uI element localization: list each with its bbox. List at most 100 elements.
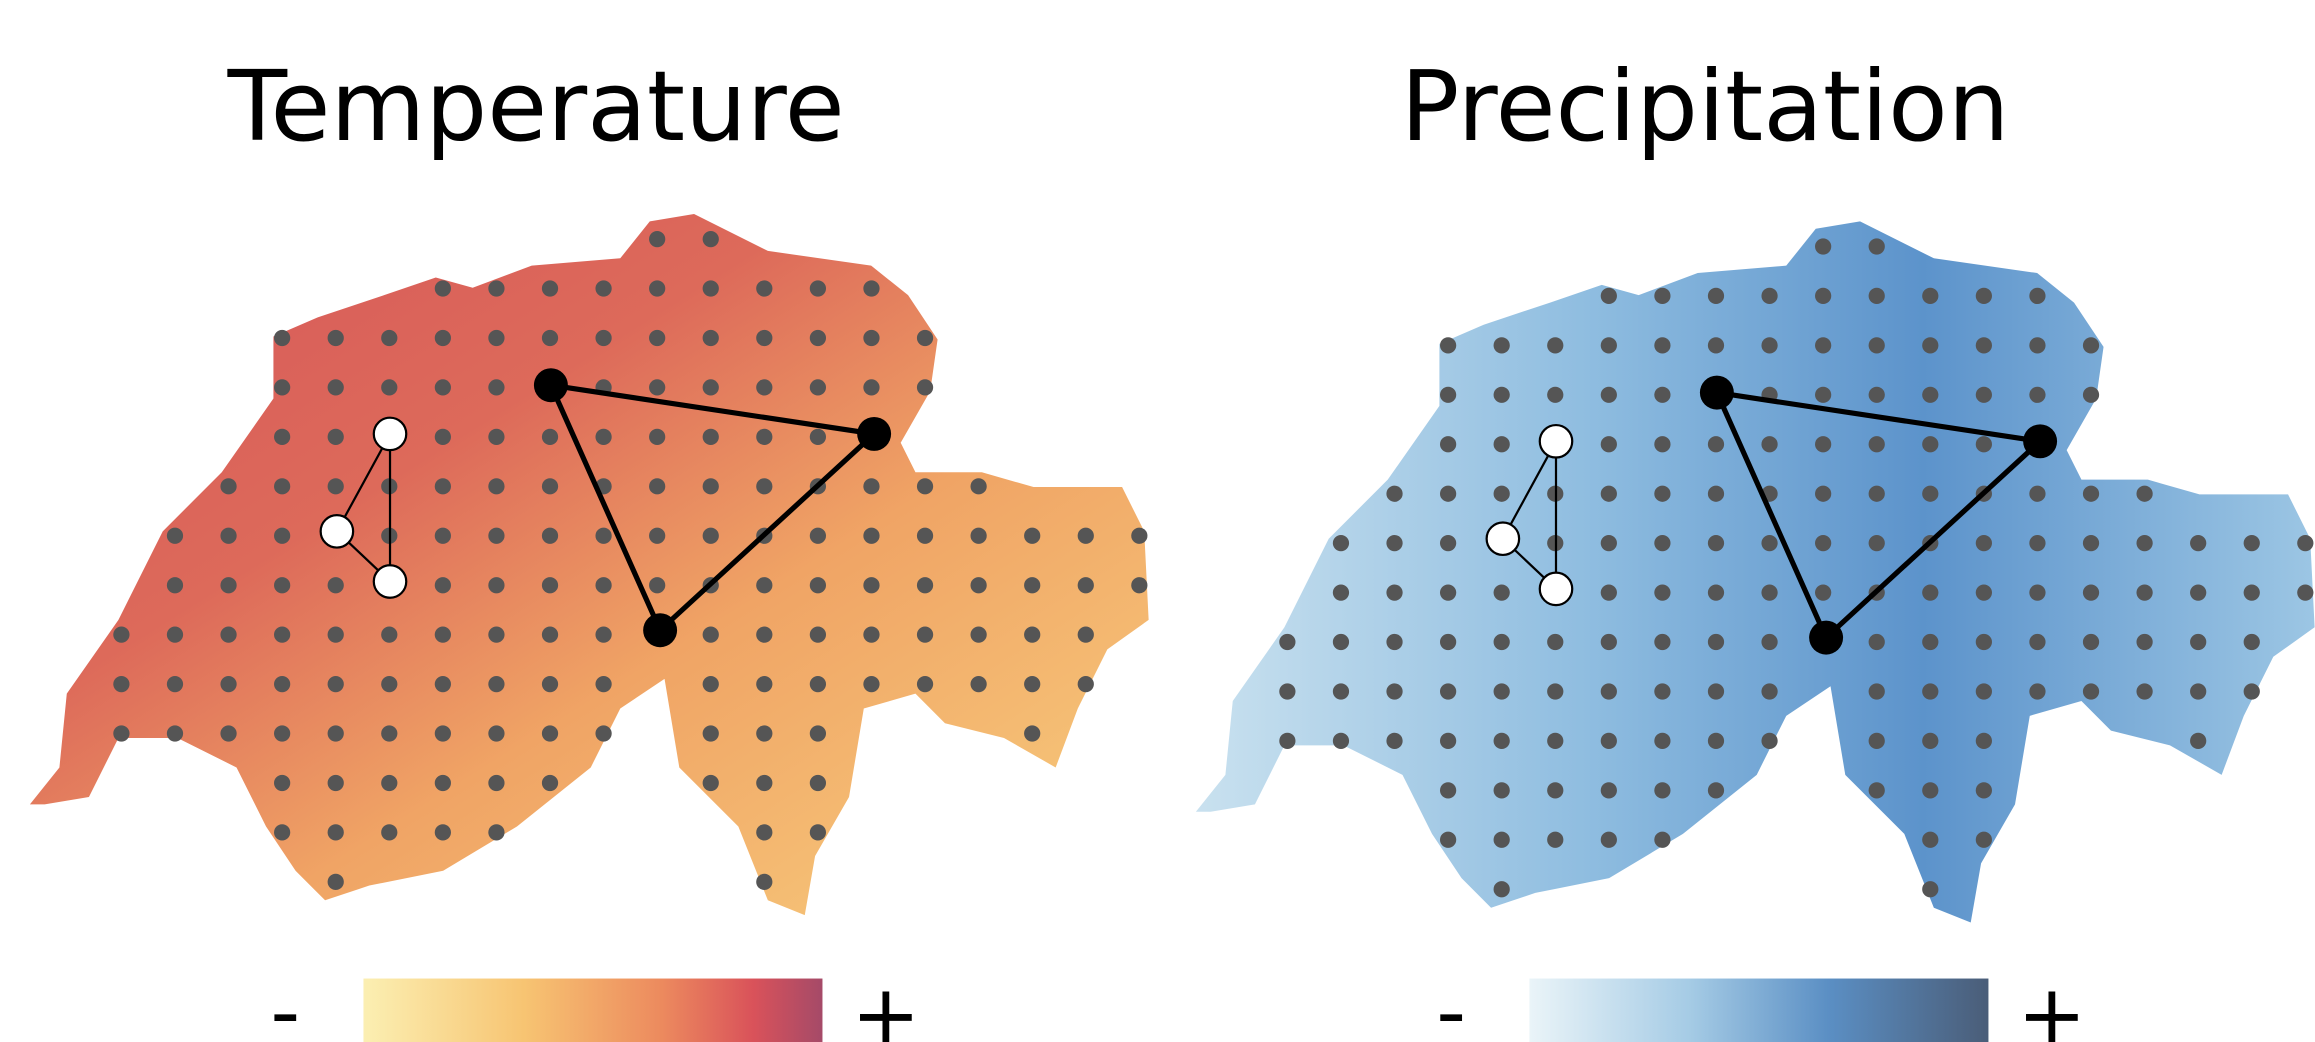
- grid-point: [435, 627, 451, 643]
- grid-point: [1815, 238, 1831, 254]
- grid-point: [863, 528, 879, 544]
- grid-point: [810, 577, 826, 593]
- grid-point: [1815, 288, 1831, 304]
- grid-point: [1386, 584, 1402, 600]
- grid-point: [2244, 584, 2260, 600]
- grid-point: [1869, 683, 1885, 699]
- grid-point: [756, 280, 772, 296]
- grid-point: [435, 676, 451, 692]
- grid-point: [1024, 627, 1040, 643]
- grid-point: [1494, 387, 1510, 403]
- grid-point: [1333, 535, 1349, 551]
- grid-point: [1654, 832, 1670, 848]
- grid-point: [2083, 584, 2099, 600]
- grid-point: [2029, 584, 2045, 600]
- station-node: [2023, 424, 2057, 458]
- grid-point: [1494, 832, 1510, 848]
- grid-point: [1976, 584, 1992, 600]
- grid-point: [2083, 486, 2099, 502]
- grid-point: [2083, 337, 2099, 353]
- grid-point: [703, 379, 719, 395]
- grid-point: [1440, 535, 1456, 551]
- grid-point: [167, 627, 183, 643]
- grid-point: [2029, 387, 2045, 403]
- grid-point: [703, 478, 719, 494]
- grid-point: [274, 676, 290, 692]
- grid-point: [2297, 584, 2313, 600]
- grid-point: [810, 528, 826, 544]
- grid-point: [2136, 535, 2152, 551]
- grid-point: [1761, 733, 1777, 749]
- grid-point: [488, 824, 504, 840]
- grid-point: [488, 627, 504, 643]
- station-node: [1487, 522, 1519, 554]
- grid-point: [917, 330, 933, 346]
- grid-point: [1440, 634, 1456, 650]
- grid-point: [703, 627, 719, 643]
- grid-point: [810, 775, 826, 791]
- grid-point: [810, 429, 826, 445]
- country-shape: [1196, 221, 2315, 922]
- grid-point: [2029, 634, 2045, 650]
- station-node: [374, 418, 406, 450]
- station-node: [321, 515, 353, 547]
- grid-point: [917, 577, 933, 593]
- grid-point: [703, 330, 719, 346]
- grid-point: [1601, 436, 1617, 452]
- station-node: [1700, 376, 1734, 410]
- grid-point: [1279, 733, 1295, 749]
- temperature-panel: Temperature - +: [30, 50, 1149, 1042]
- grid-point: [220, 528, 236, 544]
- grid-point: [1922, 288, 1938, 304]
- grid-point: [756, 824, 772, 840]
- grid-point: [488, 330, 504, 346]
- grid-point: [810, 676, 826, 692]
- grid-point: [1922, 337, 1938, 353]
- grid-point: [1976, 832, 1992, 848]
- grid-point: [1922, 436, 1938, 452]
- grid-point: [1869, 535, 1885, 551]
- grid-point: [1494, 337, 1510, 353]
- station-node: [534, 368, 568, 402]
- grid-point: [1922, 486, 1938, 502]
- grid-point: [1654, 634, 1670, 650]
- grid-point: [1815, 387, 1831, 403]
- grid-point: [2190, 733, 2206, 749]
- grid-point: [1386, 486, 1402, 502]
- grid-point: [2029, 535, 2045, 551]
- grid-point: [1654, 387, 1670, 403]
- grid-point: [756, 429, 772, 445]
- grid-point: [703, 528, 719, 544]
- grid-point: [1601, 387, 1617, 403]
- grid-point: [328, 429, 344, 445]
- grid-point: [542, 429, 558, 445]
- grid-point: [2190, 584, 2206, 600]
- grid-point: [1547, 832, 1563, 848]
- grid-point: [1601, 733, 1617, 749]
- grid-point: [756, 330, 772, 346]
- grid-point: [971, 676, 987, 692]
- grid-point: [167, 725, 183, 741]
- grid-point: [595, 627, 611, 643]
- grid-point: [2083, 634, 2099, 650]
- grid-point: [756, 478, 772, 494]
- grid-point: [1494, 436, 1510, 452]
- grid-point: [1440, 337, 1456, 353]
- grid-point: [2083, 387, 2099, 403]
- grid-point: [1279, 683, 1295, 699]
- grid-point: [542, 627, 558, 643]
- grid-point: [1869, 782, 1885, 798]
- grid-point: [1440, 584, 1456, 600]
- figure: Temperature - + Precipitation - +: [0, 0, 2315, 1042]
- grid-point: [2244, 535, 2260, 551]
- grid-point: [863, 676, 879, 692]
- grid-point: [1279, 634, 1295, 650]
- grid-point: [328, 577, 344, 593]
- grid-point: [756, 577, 772, 593]
- grid-point: [1333, 634, 1349, 650]
- grid-point: [274, 824, 290, 840]
- grid-point: [2029, 683, 2045, 699]
- grid-point: [1547, 683, 1563, 699]
- grid-point: [649, 528, 665, 544]
- grid-point: [488, 379, 504, 395]
